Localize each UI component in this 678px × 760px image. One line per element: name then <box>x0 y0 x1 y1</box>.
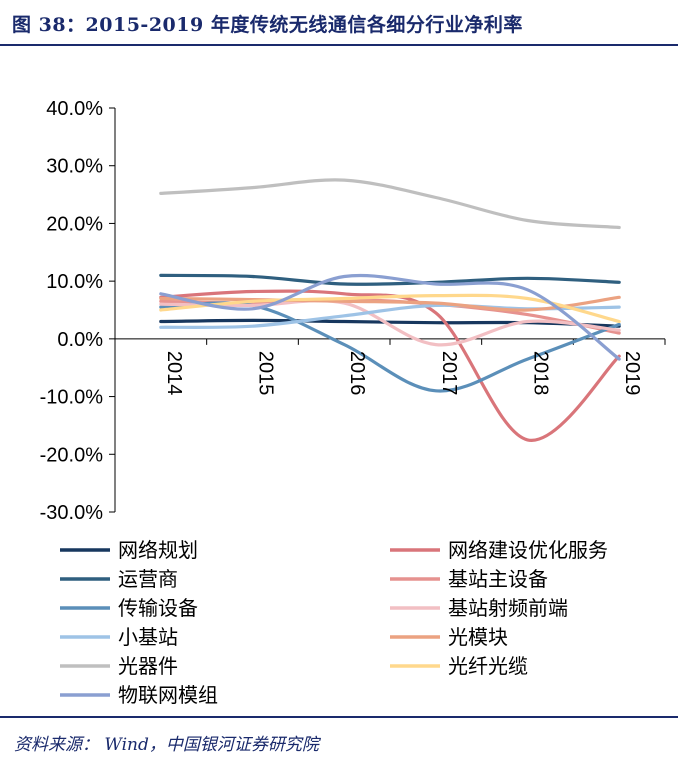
x-tick-label: 2019 <box>621 351 643 396</box>
legend-label: 光模块 <box>448 625 508 649</box>
y-tick-label: 20.0% <box>46 213 103 235</box>
series-line-11 <box>159 273 621 361</box>
y-tick-label: 30.0% <box>46 156 103 178</box>
line-chart: -30.0% -20.0% -10.0% 0.0% 10.0% 20.0% 30.0% 40.… <box>40 98 666 707</box>
y-tick-label: -10.0% <box>40 387 104 409</box>
series-line-6 <box>159 299 621 347</box>
x-tick-label: 2014 <box>163 351 185 396</box>
series-line-9 <box>159 178 621 230</box>
series-line-8 <box>159 295 621 312</box>
y-tick-label: 10.0% <box>46 271 103 293</box>
y-tick-label: -30.0% <box>40 502 104 524</box>
series-line-10 <box>159 293 621 324</box>
y-tick-label: 0.0% <box>57 329 103 351</box>
y-tick-label: -20.0% <box>40 444 104 466</box>
legend-label: 网络规划 <box>118 538 198 562</box>
series-lines <box>159 178 621 442</box>
legend-label: 网络建设优化服务 <box>448 538 608 562</box>
axes: -30.0% -20.0% -10.0% 0.0% 10.0% 20.0% 30.0% 40.… <box>40 98 666 524</box>
figure-title: 图 38：2015-2019 年度传统无线通信各细分行业净利率 <box>12 14 523 36</box>
x-tick-label: 2015 <box>255 351 277 396</box>
legend-label: 光器件 <box>118 654 178 678</box>
legend-label: 传输设备 <box>118 596 198 620</box>
series-line-1 <box>159 318 621 328</box>
legend-label: 运营商 <box>118 567 178 591</box>
x-tick-labels: 2014 2015 2016 2017 2018 2019 <box>163 351 643 396</box>
top-rule <box>0 44 678 46</box>
legend-label: 基站主设备 <box>448 567 548 591</box>
legend-label: 小基站 <box>118 625 178 649</box>
legend-label: 物联网模组 <box>118 683 218 707</box>
x-tick-label: 2018 <box>530 351 552 396</box>
source-note: 资料来源： Wind，中国银河证券研究院 <box>14 735 319 755</box>
x-tick-label: 2017 <box>438 351 460 396</box>
legend-label: 基站射频前端 <box>448 596 568 620</box>
bottom-rule <box>0 716 678 718</box>
x-tick-label: 2016 <box>346 351 368 396</box>
legend-label: 光纤光缆 <box>448 654 528 678</box>
y-tick-label: 40.0% <box>46 98 103 120</box>
series-line-3 <box>159 273 621 286</box>
